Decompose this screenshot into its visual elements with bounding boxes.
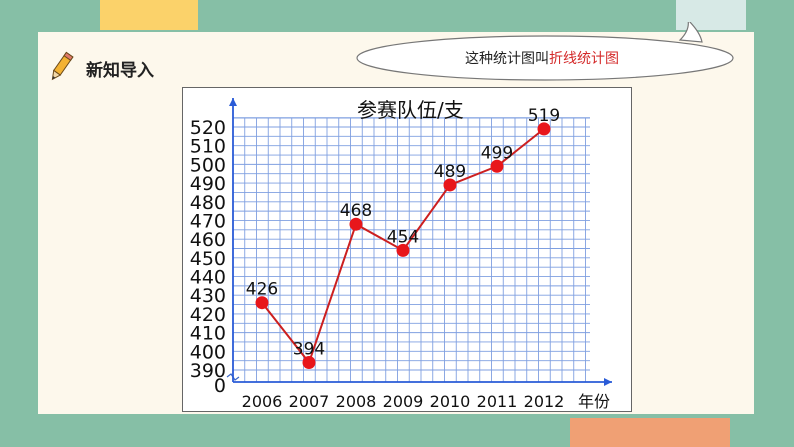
y-tick-label: 460 (190, 229, 226, 251)
data-label: 454 (387, 227, 419, 247)
x-tick-label: 2007 (289, 392, 330, 411)
y-tick-label: 470 (190, 210, 226, 232)
y-tick-label: 400 (190, 341, 226, 363)
data-point (443, 178, 457, 192)
y-tick-label: 430 (190, 285, 226, 307)
y-origin-label: 0 (214, 375, 226, 397)
pencil-icon (51, 51, 74, 81)
y-tick-label: 510 (190, 136, 226, 158)
x-tick-label: 2012 (524, 392, 565, 411)
data-point (255, 296, 269, 310)
top-decor-tab-yellow (100, 0, 198, 30)
y-tick-label: 390 (190, 360, 226, 382)
y-tick-label: 450 (190, 248, 226, 270)
y-tick-label: 410 (190, 323, 226, 345)
data-label: 394 (293, 340, 325, 360)
x-axis-arrow (604, 378, 612, 386)
x-tick-label: 2010 (430, 392, 471, 411)
y-tick-label: 440 (190, 267, 226, 289)
y-tick-label: 490 (190, 173, 226, 195)
x-tick-label: 2011 (477, 392, 518, 411)
x-axis-label: 年份 (578, 392, 611, 411)
bottom-decor-tab-orange (570, 418, 730, 447)
data-point (490, 159, 504, 173)
data-point (537, 122, 551, 136)
x-tick-label: 2008 (336, 392, 377, 411)
data-label: 489 (434, 162, 466, 182)
bubble-text-prefix: 这种统计图叫 (465, 51, 549, 67)
data-point (396, 243, 410, 257)
bubble-text-highlight: 折线统计图 (549, 51, 619, 67)
data-point (349, 217, 363, 231)
bubble-text: 这种统计图叫折线统计图 (372, 48, 712, 68)
y-axis-arrow (229, 98, 237, 106)
y-axis-label: 参赛队伍/支 (357, 98, 464, 122)
y-tick-label: 480 (190, 192, 226, 214)
y-tick-label: 520 (190, 117, 226, 139)
data-label: 426 (246, 280, 278, 300)
x-tick-label: 2009 (383, 392, 424, 411)
y-tick-label: 500 (190, 154, 226, 176)
speech-bubble (356, 22, 734, 81)
data-label: 499 (481, 143, 513, 163)
data-point (302, 356, 316, 370)
data-label: 468 (340, 201, 372, 221)
data-label: 519 (528, 106, 560, 126)
y-tick-label: 420 (190, 304, 226, 326)
section-title: 新知导入 (86, 61, 154, 81)
x-tick-label: 2006 (242, 392, 283, 411)
